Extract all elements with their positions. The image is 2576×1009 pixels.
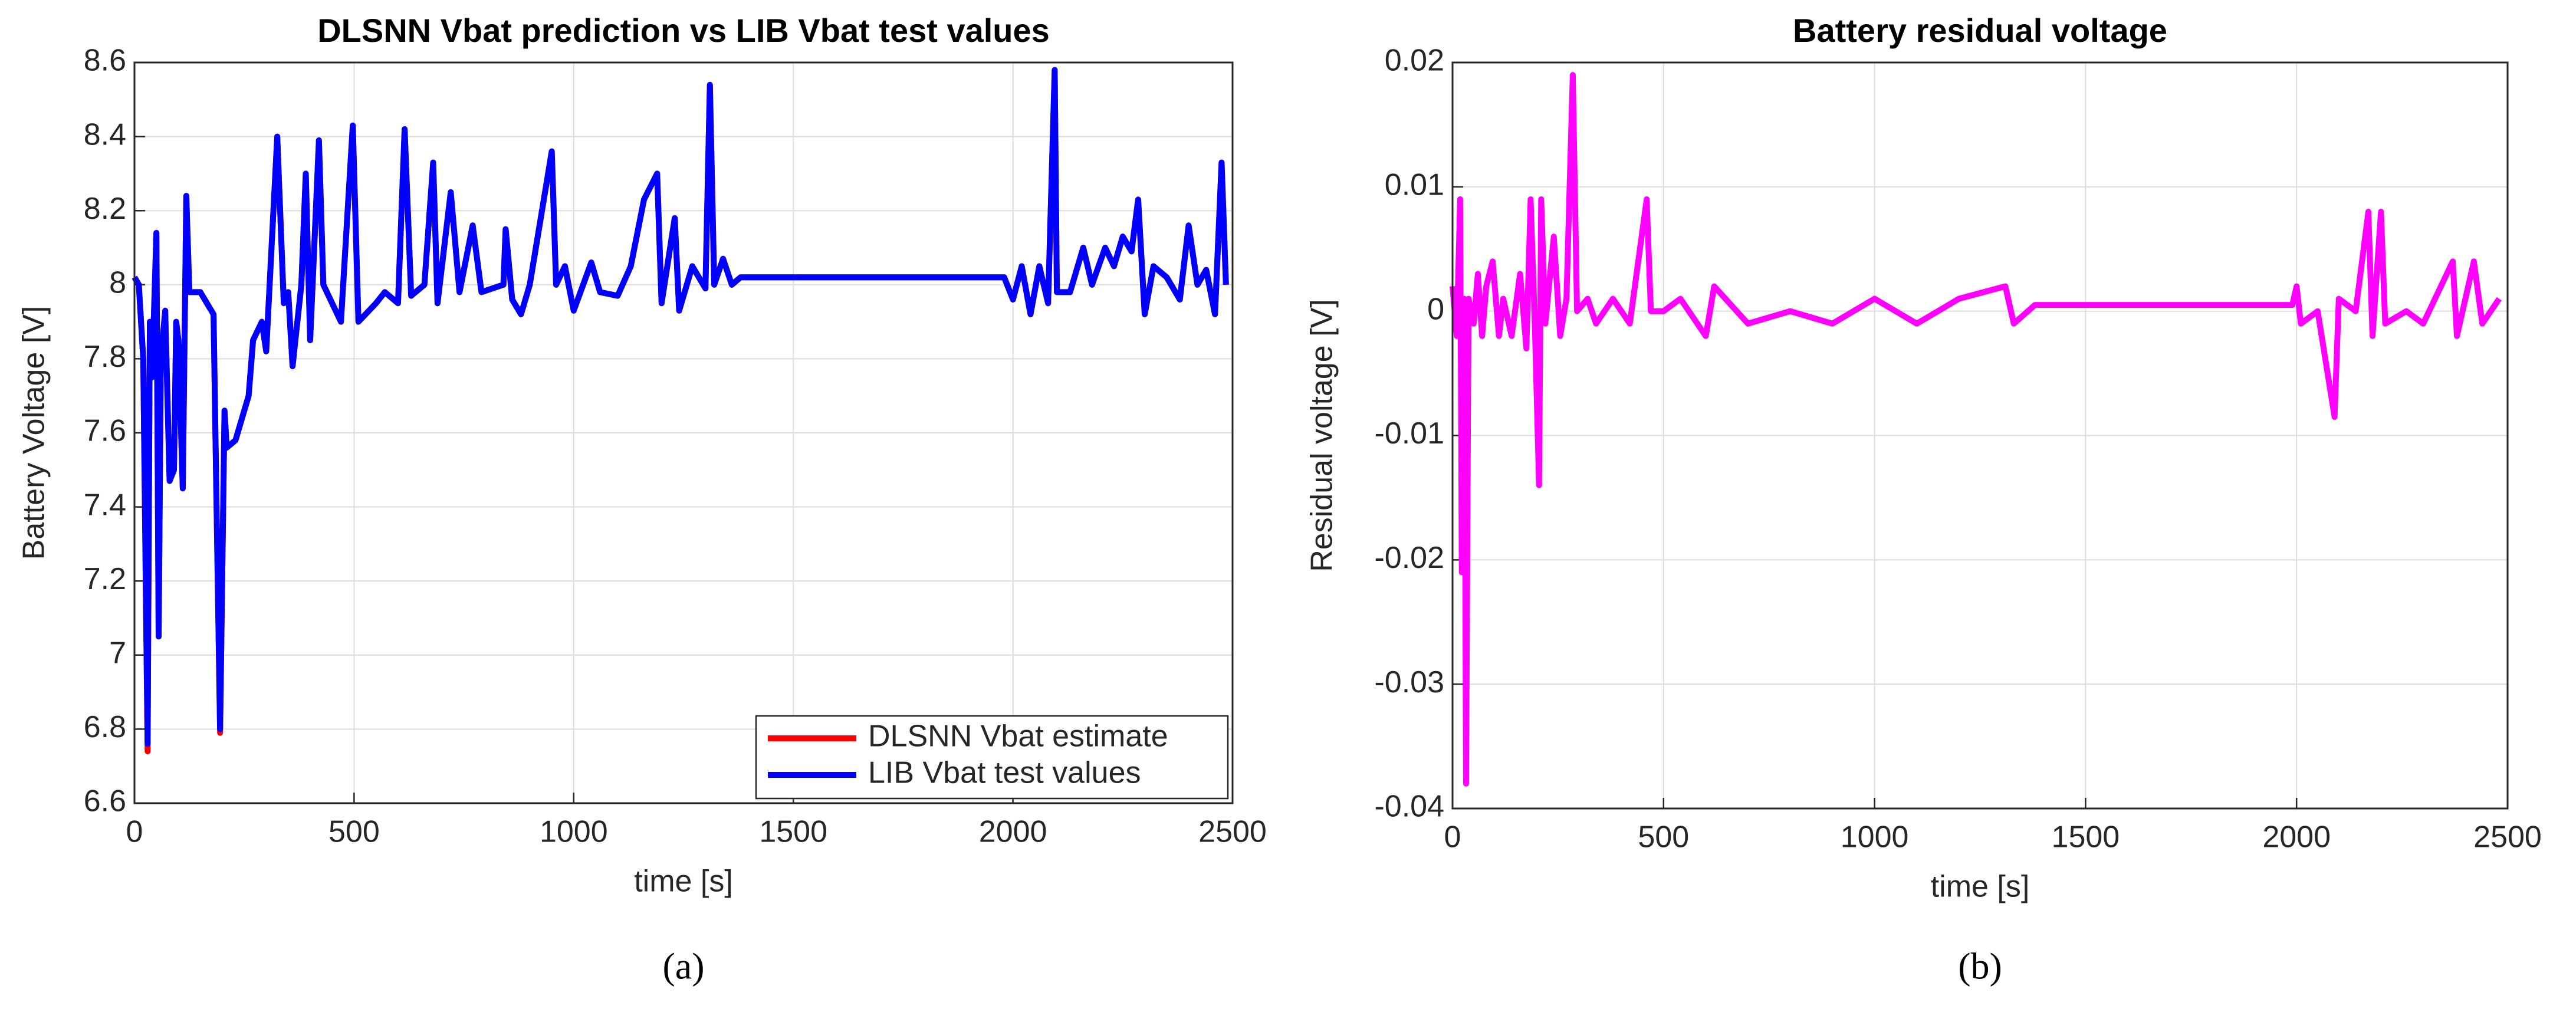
x-axis-label: time [s]: [1931, 870, 2030, 904]
x-tick-label: 500: [1638, 820, 1689, 854]
x-tick-label: 0: [126, 815, 143, 849]
data-line: [132, 67, 1229, 747]
y-tick-label: 8: [109, 266, 126, 300]
legend-label: LIB Vbat test values: [868, 756, 1141, 790]
x-tick-label: 500: [328, 815, 380, 849]
y-tick-label: 7: [109, 636, 126, 671]
y-tick-label: -0.02: [1374, 541, 1444, 575]
y-tick-label: 8.6: [84, 44, 126, 78]
axes-box: [133, 61, 1234, 804]
x-tick-label: 1000: [540, 815, 608, 849]
x-tick-label: 1500: [2052, 820, 2120, 854]
y-tick-label: 7.6: [84, 414, 126, 448]
chart-title: DLSNN Vbat prediction vs LIB Vbat test v…: [317, 12, 1050, 49]
data-line: [1450, 72, 2502, 787]
legend-box: [755, 715, 1229, 800]
y-tick-label: 0: [1427, 292, 1444, 326]
y-tick-label: -0.04: [1374, 790, 1444, 824]
y-tick-label: 6.8: [84, 710, 126, 744]
x-tick-label: 2000: [2262, 820, 2331, 854]
caption: (a): [662, 945, 704, 987]
x-tick-label: 2000: [979, 815, 1047, 849]
legend-label: DLSNN Vbat estimate: [868, 719, 1168, 754]
y-tick-label: 0.02: [1385, 44, 1444, 78]
y-tick-label: 8.2: [84, 192, 126, 226]
chart: 0 500 1000 1500 2000 2500 -0.04 -0.03 -0.02 -0.01…: [1305, 12, 2542, 987]
y-axis-label: Residual voltage [V]: [1305, 299, 1339, 572]
y-axis-label: Battery Voltage [V]: [17, 306, 51, 560]
x-axis-label: time [s]: [634, 865, 733, 899]
x-tick-label: 2500: [1198, 815, 1267, 849]
x-tick-label: 2500: [2473, 820, 2542, 854]
y-tick-label: 8.4: [84, 117, 126, 152]
chart: 0 500 1000 1500 2000 2500 6.6 6.8 7 7.2 7.4 7.6 7.8 8…: [17, 12, 1267, 987]
y-tick-label: -0.01: [1374, 416, 1444, 451]
x-tick-label: 1000: [1841, 820, 1909, 854]
y-tick-label: -0.03: [1374, 665, 1444, 699]
x-tick-label: 1500: [759, 815, 827, 849]
y-tick-label: 6.6: [84, 784, 126, 819]
axes-box: [1451, 61, 2509, 810]
y-tick-label: 7.2: [84, 562, 126, 596]
y-tick-label: 7.4: [84, 488, 126, 522]
x-tick-label: 0: [1444, 820, 1461, 854]
y-tick-label: 0.01: [1385, 168, 1444, 202]
caption: (b): [1958, 945, 2002, 987]
chart-title: Battery residual voltage: [1793, 12, 2167, 49]
y-tick-label: 7.8: [84, 340, 126, 374]
